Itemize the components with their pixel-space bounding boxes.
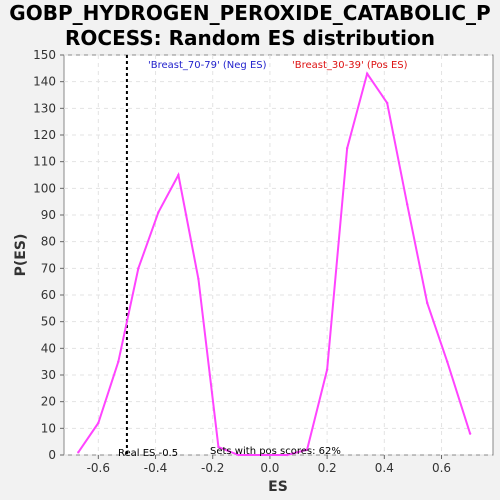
y-tick-label: 110 — [33, 155, 56, 169]
series-points — [77, 72, 472, 457]
x-tick-label: -0.4 — [144, 461, 167, 475]
x-tick-label: 0.2 — [318, 461, 337, 475]
data-point — [426, 301, 429, 305]
chart-title-line2: ROCESS: Random ES distribution — [65, 26, 435, 50]
x-axis-label: ES — [268, 479, 288, 495]
data-point — [305, 448, 309, 451]
chart-title: GOBP_HYDROGEN_PEROXIDE_CATABOLIC_P ROCES… — [0, 1, 500, 51]
data-point — [468, 432, 472, 435]
data-point — [237, 453, 240, 457]
y-tick-label: 10 — [41, 421, 56, 435]
x-tick-label: 0.4 — [375, 461, 394, 475]
data-point — [137, 267, 140, 270]
data-point — [365, 72, 369, 75]
y-tick-label: 120 — [33, 128, 56, 142]
grid — [64, 54, 493, 456]
data-point — [345, 147, 349, 150]
data-point — [197, 277, 200, 281]
data-point — [385, 101, 389, 105]
y-axis-ticks: 0 10 20 30 40 50 60 70 80 90 100 110 120 130 140 150 — [33, 48, 64, 462]
y-tick-label: 140 — [33, 75, 56, 89]
real-es-label: Real ES -0.5 — [118, 448, 178, 459]
x-tick-label: -0.6 — [87, 461, 110, 475]
data-point — [285, 453, 289, 457]
y-tick-label: 0 — [48, 448, 56, 462]
data-point — [117, 360, 120, 363]
data-point — [406, 203, 409, 206]
neg-es-label: 'Breast_70-79' (Neg ES) — [148, 60, 267, 71]
pos-es-label: 'Breast_30-39' (Pos ES) — [292, 60, 408, 71]
x-axis-ticks: -0.6 -0.4 -0.2 0.0 0.2 0.4 0.6 — [87, 455, 451, 475]
y-tick-label: 70 — [41, 261, 56, 275]
y-tick-label: 130 — [33, 101, 56, 115]
y-tick-label: 40 — [41, 341, 56, 355]
y-axis-label: P(ES) — [13, 234, 29, 277]
data-point — [217, 445, 220, 449]
y-tick-label: 20 — [41, 395, 56, 409]
data-point — [97, 421, 100, 425]
data-point — [446, 360, 449, 363]
data-point — [77, 451, 80, 454]
data-point — [177, 173, 180, 177]
y-tick-label: 150 — [33, 48, 56, 62]
y-tick-label: 50 — [41, 315, 56, 329]
pos-scores-label: Sets with pos scores: 62% — [210, 446, 341, 457]
plot-area — [63, 54, 494, 456]
x-tick-label: 0.0 — [260, 461, 279, 475]
y-tick-label: 80 — [41, 235, 56, 249]
y-tick-label: 100 — [33, 181, 56, 195]
y-tick-label: 60 — [41, 288, 56, 302]
x-tick-label: -0.2 — [201, 461, 224, 475]
data-point — [157, 211, 160, 214]
chart-title-line1: GOBP_HYDROGEN_PEROXIDE_CATABOLIC_P — [9, 1, 491, 25]
y-tick-label: 90 — [41, 208, 56, 222]
x-tick-label: 0.6 — [432, 461, 451, 475]
y-tick-label: 30 — [41, 368, 56, 382]
data-point — [325, 368, 329, 371]
